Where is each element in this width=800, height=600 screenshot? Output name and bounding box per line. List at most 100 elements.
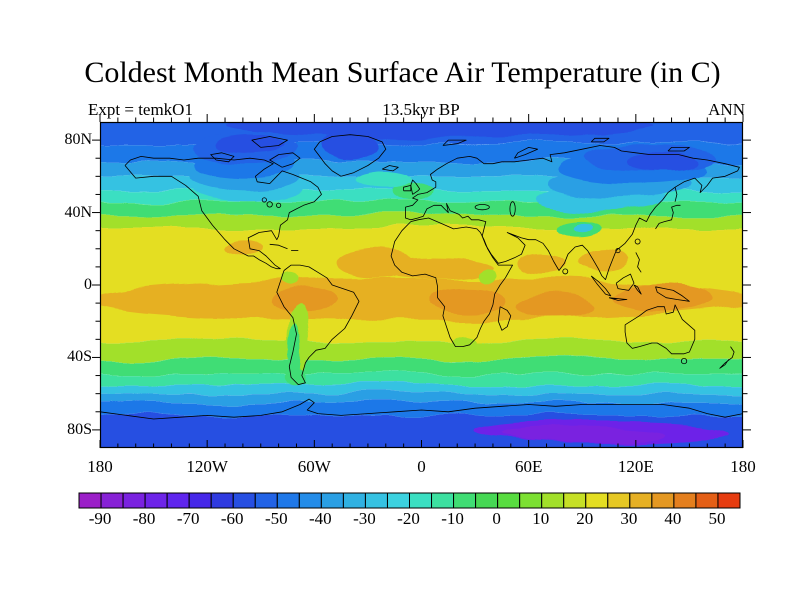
coastline <box>124 156 322 270</box>
colorbar-cell <box>475 492 499 509</box>
lat-axis-label: 0 <box>84 276 92 293</box>
colorbar-cell <box>232 492 256 509</box>
world-temperature-map <box>92 114 751 449</box>
colorbar-cell <box>607 492 631 509</box>
island <box>276 202 282 208</box>
coastline <box>251 136 288 148</box>
anomaly-ne-siberia-core <box>626 152 699 171</box>
colorbar-svg <box>78 492 741 509</box>
colorbar-tick-label: 30 <box>620 509 638 528</box>
caspian-sea <box>509 201 516 217</box>
anomaly-colombia <box>278 273 297 286</box>
lat-axis-label: 80S <box>67 420 92 438</box>
axis-ticks <box>92 114 751 448</box>
island <box>615 248 621 254</box>
zonal-band <box>100 384 743 394</box>
anomaly-arctic-ocean <box>225 122 654 139</box>
zonal-band <box>100 341 743 360</box>
colorbar-cell <box>276 492 300 509</box>
coastline <box>635 252 642 273</box>
chart-title: Coldest Month Mean Surface Air Temperatu… <box>84 56 721 89</box>
season-label: ANN <box>708 100 745 119</box>
temperature-fill <box>100 122 743 448</box>
colorbar-cell <box>320 492 344 509</box>
anomaly-andes-core <box>288 323 301 381</box>
colorbar-cell <box>453 492 477 509</box>
colorbar-tick-label: -60 <box>220 509 244 528</box>
colorbar-tick-label: 40 <box>664 509 682 528</box>
island <box>634 238 641 245</box>
coastline <box>590 137 610 143</box>
colorbar-tick-label: -40 <box>309 509 332 528</box>
colorbar-cell <box>122 492 146 509</box>
anomaly-tibet-core <box>573 220 592 230</box>
coastline <box>608 297 628 301</box>
colorbar-cell <box>144 492 168 509</box>
lat-axis-label: 40N <box>64 203 92 221</box>
coastline <box>667 147 690 152</box>
colorbar-tick-label: -70 <box>176 509 200 528</box>
lon-axis-label: 180 <box>87 457 113 476</box>
colorbar-cell <box>342 492 366 509</box>
coastline <box>100 398 743 420</box>
anomaly-ethiopian-highlands <box>478 266 497 282</box>
anomaly-antarctic-plateau-core <box>501 427 663 442</box>
zonal-band <box>100 359 743 374</box>
lon-axis-label: 180 <box>730 457 756 476</box>
anomaly-indonesia-n-australia <box>612 283 713 313</box>
colorbar-cell <box>386 492 411 509</box>
coastline <box>633 284 642 295</box>
coastline <box>655 204 681 230</box>
coastline <box>269 152 301 168</box>
colorbar-tick-label: -90 <box>88 509 112 528</box>
colorbar-cell <box>78 492 102 509</box>
anomaly-south-africa <box>451 333 477 349</box>
coastlines <box>100 134 743 420</box>
lat-axis-label: 80N <box>64 131 92 149</box>
anomaly-central-africa <box>426 286 506 313</box>
colorbar-cell <box>519 492 543 509</box>
colorbar-cell <box>100 492 124 509</box>
coastline <box>514 147 538 159</box>
coastline <box>405 145 740 280</box>
colorbar-tick-label: -30 <box>353 509 376 528</box>
colorbar-cell <box>563 492 587 509</box>
coastline <box>590 275 612 297</box>
anomaly-mexico <box>223 238 263 256</box>
lon-axis-label: 0 <box>417 457 426 476</box>
anomaly-indian-ocean <box>516 294 595 320</box>
colorbar-tick-label: 50 <box>708 509 726 528</box>
anomaly-sahel <box>378 256 493 278</box>
colorbar-cell <box>210 492 234 509</box>
colorbar-cell <box>695 492 719 509</box>
zonal-band <box>100 373 743 385</box>
colorbar-tick-label: -50 <box>264 509 288 528</box>
coastline <box>276 264 360 385</box>
colorbar-cell <box>673 492 697 509</box>
colorbar <box>78 492 741 509</box>
coastline <box>382 165 399 172</box>
black-sea <box>474 204 490 211</box>
colorbar-cell <box>166 492 190 509</box>
lon-axis-label: 60W <box>297 457 331 476</box>
coastline <box>655 286 690 302</box>
colorbar-tick-label: 20 <box>576 509 594 528</box>
colorbar-tick-label: -80 <box>132 509 156 528</box>
island <box>266 201 273 208</box>
coastline <box>674 187 678 202</box>
colorbar-cell <box>717 492 741 509</box>
coastline <box>313 134 387 177</box>
time-label: 13.5kyr BP <box>382 100 460 119</box>
zonal-band <box>100 393 743 403</box>
anomaly-arctic-archipelago-core <box>216 136 288 155</box>
anomaly-indochina <box>578 250 629 273</box>
coastline <box>624 304 696 355</box>
colorbar-cell <box>431 492 455 509</box>
anomaly-patagonia <box>285 368 308 387</box>
lon-axis-label: 120W <box>186 457 228 476</box>
colorbar-cell <box>254 492 278 509</box>
island <box>562 268 569 275</box>
colorbar-tick-label: -20 <box>397 509 420 528</box>
coastline <box>403 185 412 192</box>
